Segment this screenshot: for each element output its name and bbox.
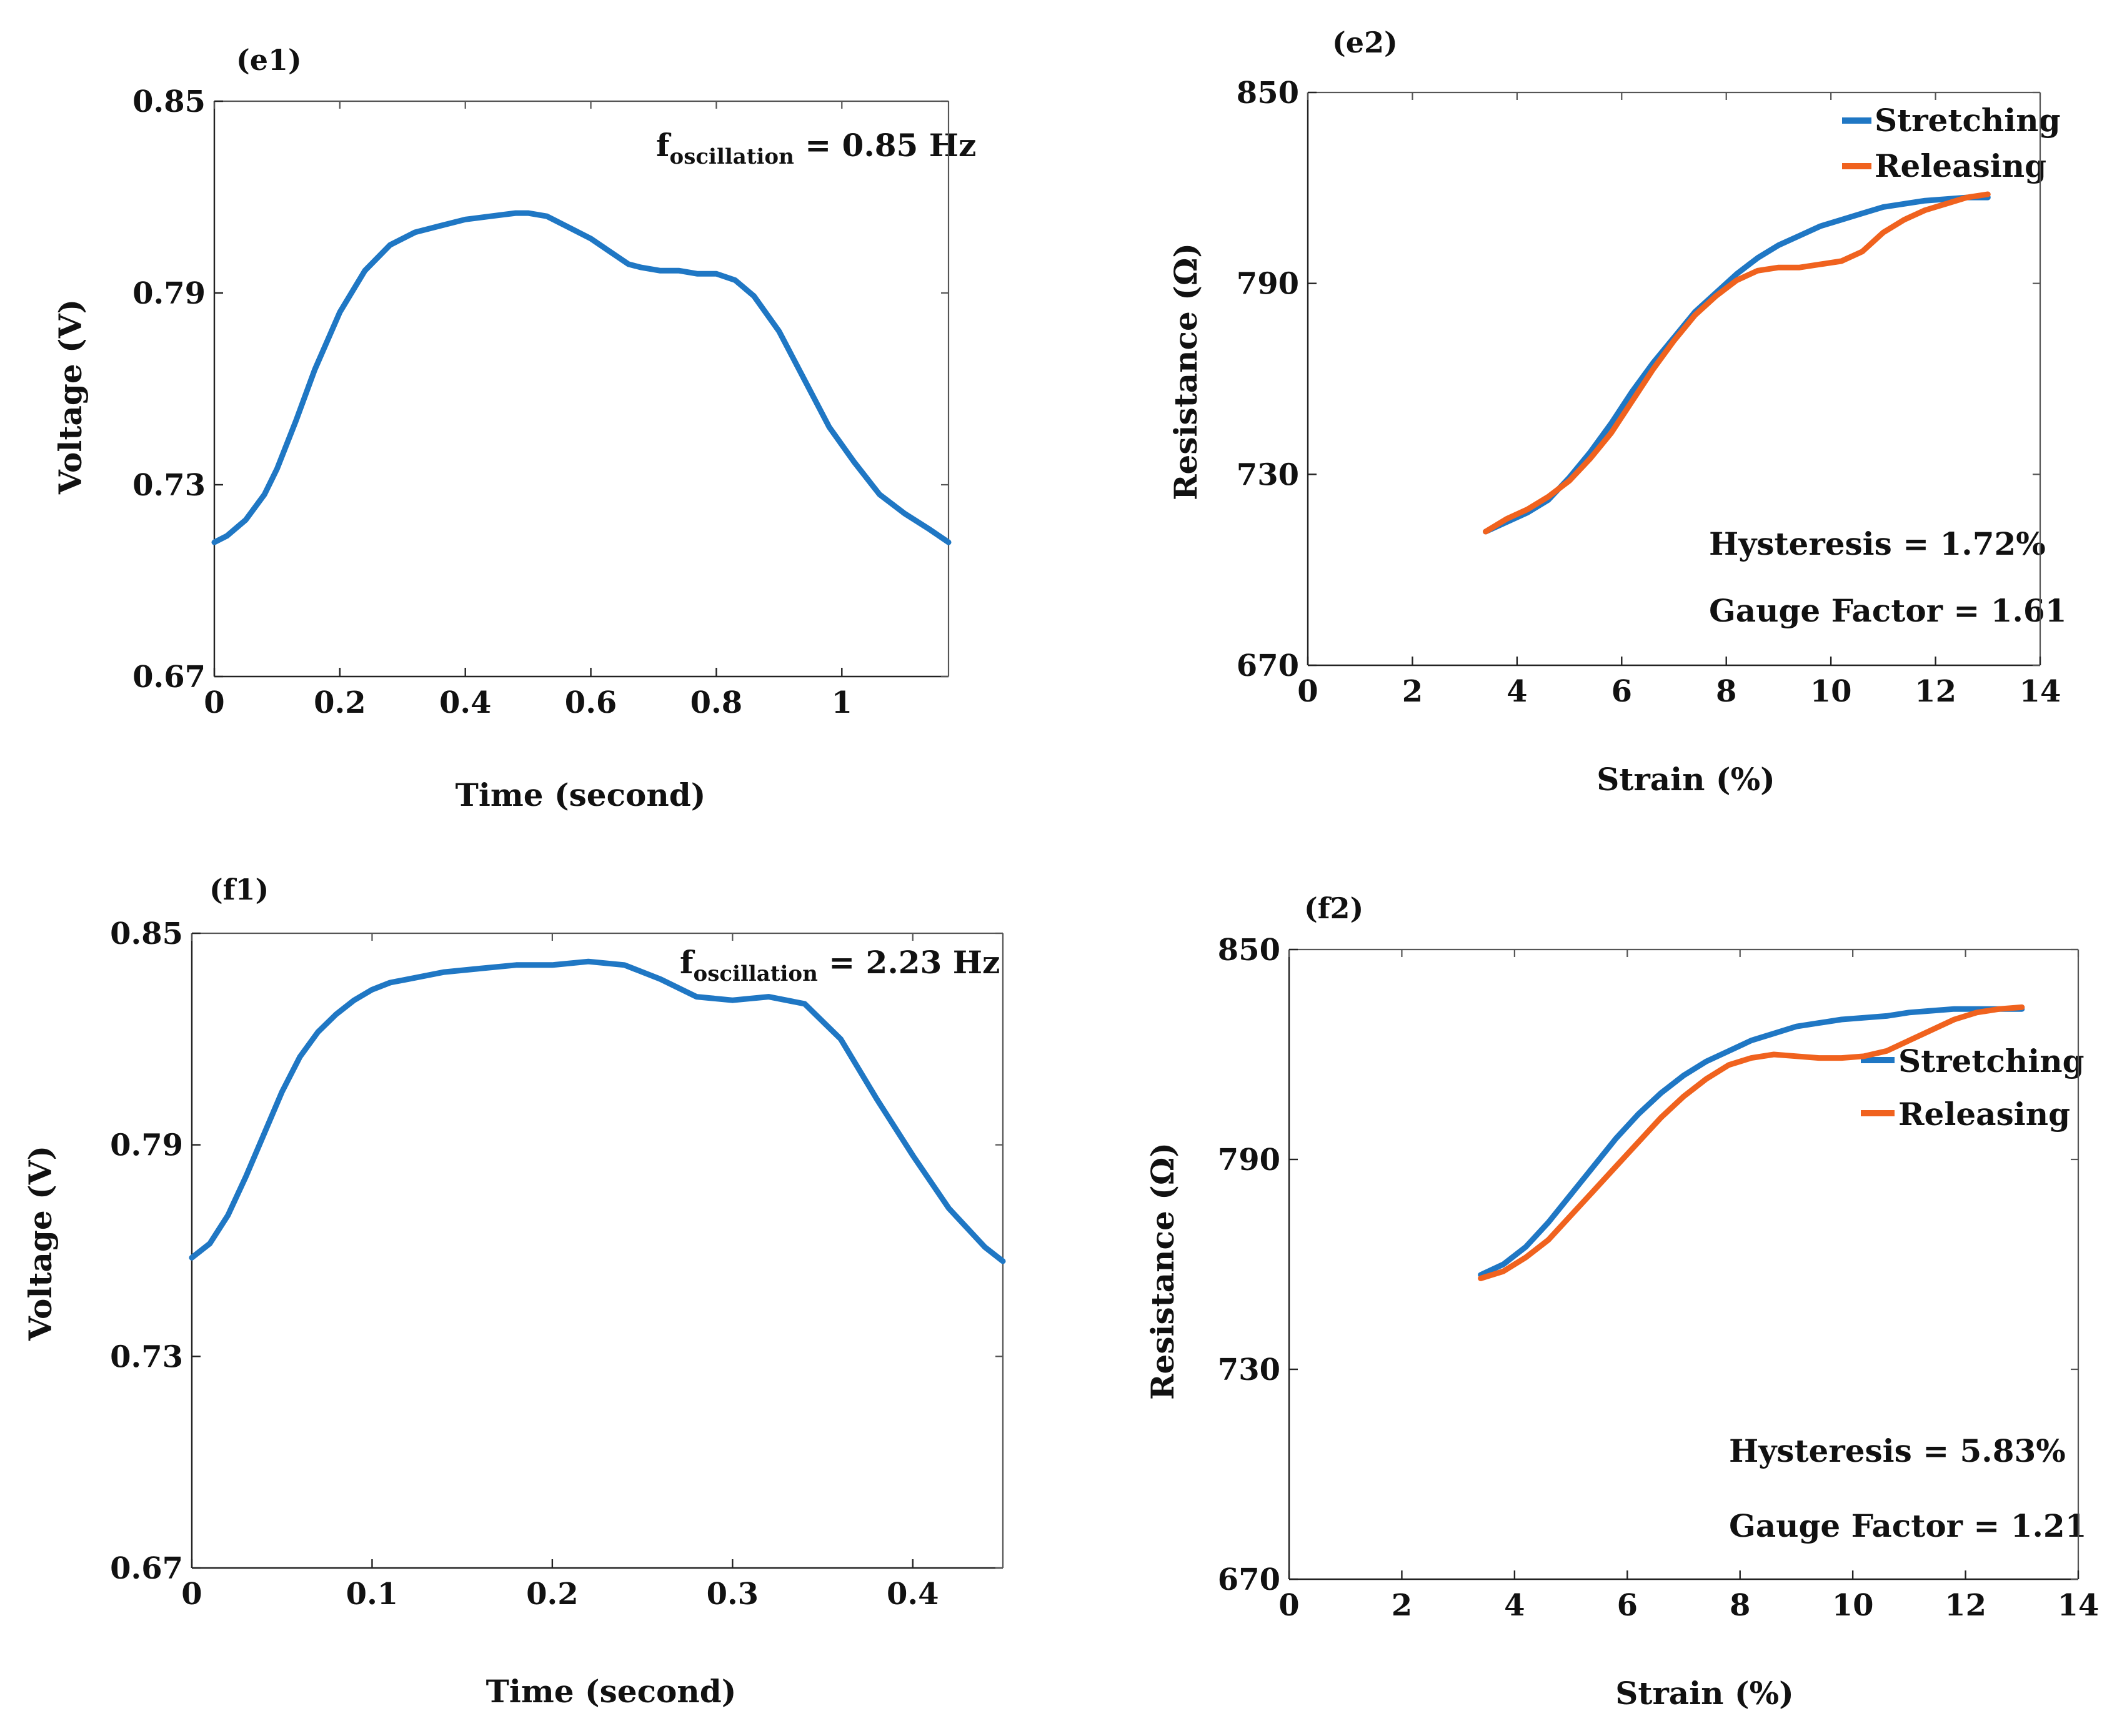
gauge-factor-note-e2: Gauge Factor = 1.61: [1709, 592, 2067, 629]
series-line-stretching-f2: [1478, 1006, 2025, 1278]
x-tick-label-f1: 0.4: [887, 1577, 939, 1612]
x-axis-title-e2: Strain (%): [1596, 761, 1775, 798]
y-tick-label-f1: 0.73: [110, 1339, 183, 1374]
x-tick-label-e2: 14: [2020, 674, 2061, 709]
y-tick-label-f1: 0.79: [110, 1128, 183, 1163]
y-tick-label-f2: 730: [1218, 1352, 1280, 1387]
frequency-annotation-e1: foscillation = 0.85 Hz: [656, 127, 976, 169]
x-tick-label-f2: 10: [1832, 1588, 1874, 1623]
y-tick-label-f1: 0.67: [110, 1551, 183, 1586]
panel-label-f1: (f1): [209, 873, 269, 906]
x-tick-label-e1: 0.4: [439, 685, 492, 720]
y-tick-label-f2: 850: [1218, 933, 1280, 968]
x-axis-title-f2: Strain (%): [1615, 1675, 1794, 1712]
x-tick-label-f1: 0.3: [707, 1577, 759, 1612]
y-tick-label-e1: 0.73: [132, 468, 206, 503]
y-axis-title-e1: Voltage (V): [52, 299, 89, 495]
x-tick-label-f2: 2: [1392, 1588, 1412, 1623]
series-line-releasing-f2: [1478, 1004, 2025, 1281]
x-tick-label-f2: 4: [1504, 1588, 1525, 1623]
y-tick-label-f2: 790: [1218, 1143, 1280, 1178]
x-tick-label-e1: 0.2: [314, 685, 366, 720]
panel-label-f2: (f2): [1304, 891, 1363, 925]
y-tick-label-e1: 0.67: [132, 660, 206, 695]
series-line-voltage-f1: [189, 958, 1006, 1264]
plot-area-f2: 0 2 4 6 8 10 12 14 670 730 790 850: [1218, 933, 2100, 1623]
freq-main-e1: f: [656, 127, 672, 164]
legend-label-releasing-e2: Releasing: [1875, 147, 2046, 184]
panel-e1: (e1) Voltage (V) Time (second) foscillat…: [52, 43, 976, 813]
freq-value-e1: = 0.85 Hz: [794, 127, 977, 164]
hysteresis-note-f2: Hysteresis = 5.83%: [1729, 1432, 2066, 1469]
legend-label-stretching-e2: Stretching: [1875, 102, 2061, 139]
x-tick-label-f2: 6: [1617, 1588, 1638, 1623]
x-tick-label-f2: 12: [1945, 1588, 1986, 1623]
x-axis-title-f1: Time (second): [486, 1673, 737, 1710]
x-tick-label-f1: 0.2: [526, 1577, 579, 1612]
y-tick-label-e2: 670: [1237, 648, 1299, 683]
x-tick-label-e2: 0: [1297, 674, 1318, 709]
freq-value-f1: = 2.23 Hz: [818, 944, 1000, 981]
y-axis-title-f1: Voltage (V): [22, 1146, 59, 1341]
y-tick-label-e2: 790: [1237, 267, 1299, 302]
freq-sub-f1: oscillation: [694, 961, 818, 986]
x-tick-label-e2: 2: [1402, 674, 1423, 709]
plot-area-e1: 0 0.2 0.4 0.6 0.8 1 0.67 0.73 0.79 0.85: [132, 84, 952, 720]
x-tick-label-e2: 8: [1716, 674, 1736, 709]
y-tick-label-f2: 670: [1218, 1562, 1280, 1597]
y-tick-label-e1: 0.79: [132, 276, 206, 311]
x-tick-label-e1: 0.8: [690, 685, 743, 720]
y-tick-label-e1: 0.85: [132, 84, 206, 119]
x-tick-label-f2: 14: [2058, 1588, 2100, 1623]
legend-label-stretching-f2: Stretching: [1898, 1043, 2085, 1079]
series-line-stretching-e2: [1483, 194, 1991, 535]
series-line-voltage-e1: [211, 210, 952, 545]
y-tick-label-e2: 730: [1237, 457, 1299, 492]
legend-e2: Stretching Releasing: [1842, 102, 2061, 184]
x-tick-label-e2: 12: [1915, 674, 1956, 709]
freq-sub-e1: oscillation: [670, 144, 794, 169]
panel-f1: (f1) Voltage (V) Time (second) foscillat…: [22, 873, 1006, 1710]
y-tick-label-e2: 850: [1237, 76, 1299, 111]
x-tick-label-f2: 0: [1278, 1588, 1299, 1623]
x-tick-label-f2: 8: [1730, 1588, 1750, 1623]
x-tick-label-e1: 0.6: [565, 685, 617, 720]
x-tick-label-e2: 4: [1507, 674, 1527, 709]
x-tick-label-e1: 1: [832, 685, 852, 720]
plot-area-f1: 0 0.1 0.2 0.3 0.4 0.67 0.73 0.79 0.85: [110, 916, 1006, 1612]
series-line-releasing-e2: [1483, 191, 1991, 535]
freq-main-f1: f: [680, 944, 695, 981]
plot-area-e2: 0 2 4 6 8 10 12 14 670 730 790 850: [1237, 76, 2061, 709]
panel-f2: (f2) Resistance (Ω) Strain (%) Stretchin…: [1144, 891, 2099, 1712]
legend-label-releasing-f2: Releasing: [1898, 1096, 2070, 1133]
frequency-annotation-f1: foscillation = 2.23 Hz: [680, 944, 1000, 986]
panel-e2: (e2) Resistance (Ω) Strain (%) Stretchin…: [1167, 26, 2067, 798]
y-tick-label-f1: 0.85: [110, 916, 183, 951]
panel-label-e2: (e2): [1332, 26, 1398, 59]
x-tick-label-e2: 10: [1810, 674, 1852, 709]
legend-f2: Stretching Releasing: [1861, 1043, 2085, 1133]
gauge-factor-note-f2: Gauge Factor = 1.21: [1729, 1507, 2087, 1544]
y-axis-title-e2: Resistance (Ω): [1167, 243, 1204, 500]
x-axis-title-e1: Time (second): [456, 776, 706, 813]
y-axis-title-f2: Resistance (Ω): [1144, 1143, 1181, 1400]
x-tick-label-e1: 0: [204, 685, 224, 720]
x-tick-label-f1: 0.1: [346, 1577, 399, 1612]
x-tick-label-f1: 0: [181, 1577, 202, 1612]
hysteresis-note-e2: Hysteresis = 1.72%: [1709, 525, 2046, 562]
panel-label-e1: (e1): [236, 43, 302, 77]
x-tick-label-e2: 6: [1611, 674, 1632, 709]
